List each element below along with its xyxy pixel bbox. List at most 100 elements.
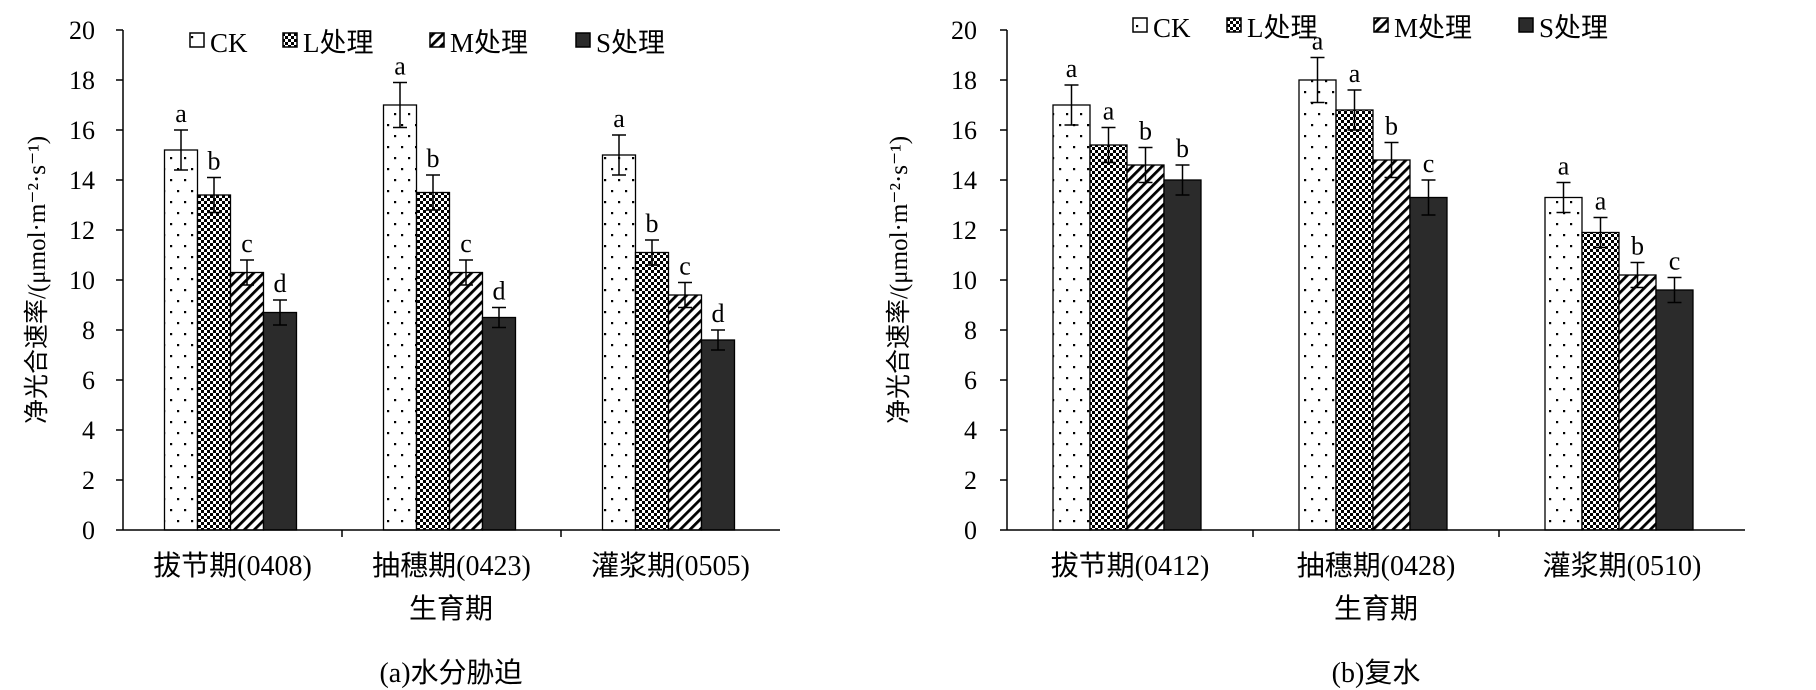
x-tick-label: 抽穗期(0428): [1297, 550, 1456, 582]
y-tick-label: 8: [82, 316, 95, 345]
legend-label-m: M处理: [450, 28, 528, 58]
significance-label: b: [208, 147, 221, 176]
legend-swatch-m: [1373, 17, 1389, 33]
y-tick-label: 20: [951, 16, 977, 45]
bar-m: [229, 271, 265, 531]
bar-ck: [601, 154, 637, 531]
bar-ck: [1052, 104, 1091, 531]
legend-swatch-ck: [1132, 17, 1148, 33]
y-tick-label: 0: [82, 516, 95, 545]
bar-m: [1126, 164, 1165, 531]
y-tick-label: 18: [951, 66, 977, 95]
significance-label: c: [241, 229, 253, 258]
legend-label-s: S处理: [596, 28, 665, 58]
significance-label: b: [1385, 112, 1398, 141]
bar-ck: [382, 104, 418, 531]
bar-l: [634, 251, 670, 531]
y-tick-label: 18: [69, 66, 95, 95]
legend-swatch-s: [1518, 17, 1534, 33]
significance-label: c: [679, 252, 691, 281]
legend-label-s: S处理: [1539, 13, 1608, 43]
significance-label: b: [1139, 117, 1152, 146]
significance-label: a: [1558, 152, 1570, 181]
bar-s: [262, 311, 298, 531]
legend-label-ck: CK: [1153, 13, 1191, 43]
y-tick-label: 12: [69, 216, 95, 245]
y-tick-label: 14: [951, 166, 977, 195]
significance-label: b: [427, 144, 440, 173]
legend: CK L处理 M处理 S处理: [1132, 13, 1608, 43]
significance-label: c: [1423, 149, 1435, 178]
y-tick-label: 0: [964, 516, 977, 545]
significance-label: a: [1595, 187, 1607, 216]
y-tick-label: 12: [951, 216, 977, 245]
bar-l: [1335, 109, 1374, 531]
x-tick-label: 灌浆期(0510): [1543, 550, 1702, 582]
y-tick-label: 6: [82, 366, 95, 395]
bar-ck: [1544, 196, 1583, 531]
bar-m: [1372, 159, 1411, 531]
significance-label: b: [646, 209, 659, 238]
x-tick-label: 拔节期(0412): [1051, 550, 1210, 582]
y-tick-label: 4: [964, 416, 977, 445]
significance-label: a: [394, 52, 406, 81]
x-axis-label: 生育期: [409, 593, 493, 625]
y-tick-label: 8: [964, 316, 977, 345]
y-tick-label: 2: [82, 466, 95, 495]
bar-m: [667, 294, 703, 531]
bar-ck: [163, 149, 199, 531]
y-tick-label: 16: [69, 116, 95, 145]
significance-label: a: [613, 104, 625, 133]
legend-label-l: L处理: [303, 28, 374, 58]
bar-m: [448, 271, 484, 531]
bar-m: [1618, 274, 1657, 531]
legend-label-l: L处理: [1247, 13, 1318, 43]
y-axis-label: 净光合速率/(μmol·m⁻²·s⁻¹): [23, 136, 51, 424]
y-tick-label: 10: [69, 266, 95, 295]
legend-label-ck: CK: [210, 28, 248, 58]
significance-label: d: [274, 269, 287, 298]
legend-swatch-s: [575, 32, 591, 48]
x-tick-label: 灌浆期(0505): [591, 550, 750, 582]
y-tick-label: 2: [964, 466, 977, 495]
legend-label-m: M处理: [1394, 13, 1472, 43]
panel-caption: (b)复水: [1332, 657, 1421, 689]
bar-s: [1409, 196, 1448, 531]
significance-label: a: [1349, 59, 1361, 88]
bar-l: [196, 194, 232, 531]
y-tick-label: 4: [82, 416, 95, 445]
x-axis-label: 生育期: [1334, 593, 1418, 625]
bar-s: [1655, 289, 1694, 531]
y-axis-label: 净光合速率/(μmol·m⁻²·s⁻¹): [885, 136, 913, 424]
bar-s: [700, 339, 736, 531]
bar-s: [481, 316, 517, 531]
legend-swatch-m: [429, 32, 445, 48]
bar-l: [1089, 144, 1128, 531]
y-tick-label: 6: [964, 366, 977, 395]
significance-label: d: [712, 299, 725, 328]
y-tick-label: 20: [69, 16, 95, 45]
legend-swatch-l: [1226, 17, 1242, 33]
significance-label: a: [1312, 27, 1324, 56]
y-tick-label: 10: [951, 266, 977, 295]
significance-label: b: [1631, 232, 1644, 261]
significance-label: b: [1176, 134, 1189, 163]
y-tick-label: 14: [69, 166, 95, 195]
significance-label: a: [1103, 97, 1115, 126]
bar-s: [1163, 179, 1202, 531]
significance-label: a: [175, 99, 187, 128]
panel-caption: (a)水分胁迫: [379, 657, 522, 689]
y-tick-label: 16: [951, 116, 977, 145]
legend-swatch-ck: [189, 32, 205, 48]
significance-label: a: [1066, 54, 1078, 83]
significance-label: c: [460, 229, 472, 258]
bar-l: [1581, 231, 1620, 531]
legend: CK L处理 M处理 S处理: [189, 28, 665, 58]
x-tick-label: 抽穗期(0423): [372, 550, 531, 582]
bar-ck: [1298, 79, 1337, 531]
bar-l: [415, 191, 451, 531]
x-tick-label: 拔节期(0408): [153, 550, 312, 582]
